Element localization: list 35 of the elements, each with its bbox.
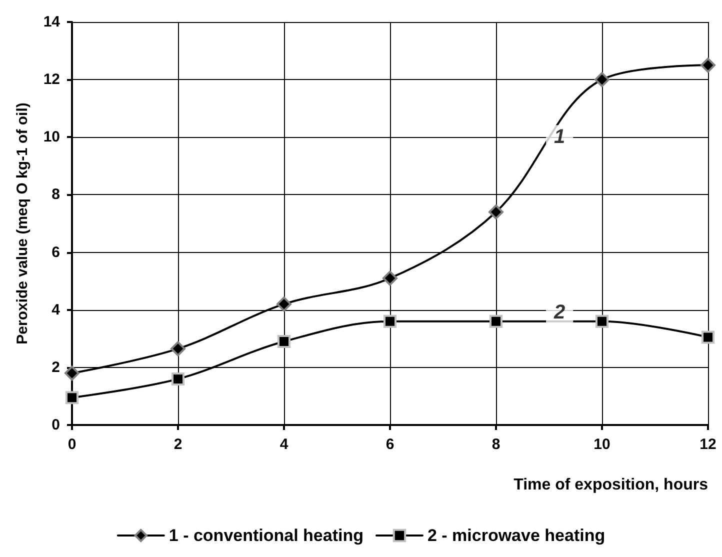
point (702, 330, 714, 344)
point (488, 204, 504, 220)
y-tick-label: 2 (52, 358, 60, 376)
y-axis-title: Peroxide value (meq O kg-1 of oil) (14, 102, 31, 344)
y-tick-label: 8 (52, 186, 60, 204)
point (66, 391, 78, 404)
legend-label: 2 - microwave heating (427, 526, 606, 545)
point (384, 314, 396, 328)
point (276, 296, 292, 312)
x-tick-label: 8 (492, 436, 500, 453)
x-tick-label: 2 (174, 436, 182, 453)
point (64, 366, 80, 381)
point (382, 270, 398, 286)
y-tick-label: 12 (43, 71, 60, 88)
point (700, 58, 716, 73)
x-axis-title: Time of exposition, hours (514, 476, 708, 494)
point (278, 335, 290, 348)
y-tick-label: 10 (43, 128, 60, 146)
point (170, 341, 186, 356)
point (594, 72, 610, 88)
legend-label: 1 - conventional heating (168, 526, 364, 545)
y-tick-label: 4 (52, 301, 61, 318)
y-tick-label: 14 (43, 14, 61, 30)
y-tick-label: 6 (52, 244, 60, 261)
y-tick-label: 0 (52, 416, 60, 434)
x-tick-label: 6 (386, 436, 394, 453)
point (596, 314, 608, 328)
annotation: 2 (553, 302, 566, 324)
point (490, 314, 502, 328)
x-tick-label: 10 (594, 436, 610, 453)
point (172, 372, 184, 386)
annotation: 1 (554, 126, 566, 148)
x-tick-label: 12 (700, 436, 716, 453)
x-tick-label: 4 (280, 436, 289, 453)
x-tick-label: 0 (68, 436, 76, 453)
